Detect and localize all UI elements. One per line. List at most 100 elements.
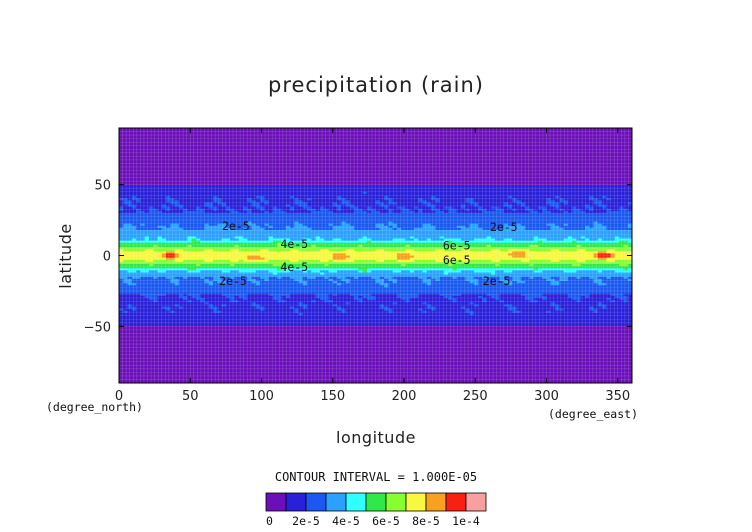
field-cell [183,204,205,208]
field-cell [136,200,141,203]
field-cell [597,198,607,201]
field-cell [456,244,488,248]
field-cell [431,283,475,286]
field-cell [401,208,411,212]
field-cell [413,259,436,263]
field-cell [285,268,359,271]
field-cell [277,276,282,280]
field-cell [623,293,632,297]
field-cell [366,240,372,244]
field-cell [157,236,163,239]
field-cell [230,249,240,252]
field-cell [191,244,235,248]
field-cell [529,244,539,248]
field-cell [251,210,265,214]
field-cell [478,278,500,282]
field-cell [307,204,334,208]
field-cell [550,210,564,214]
field-cell [119,176,632,180]
field-cell [119,157,632,161]
field-cell [170,306,180,310]
field-cell [217,206,227,210]
field-cell [456,268,535,271]
field-cell [366,268,453,271]
field-cell [576,206,586,210]
field-cell [584,206,594,210]
field-cell [148,206,154,210]
field-cell [119,368,632,371]
field-cell [255,223,265,227]
field-cell [555,308,564,312]
field-cell [127,304,133,307]
field-cell [435,200,441,203]
field-cell [555,306,560,310]
field-cell [200,270,222,273]
field-cell [418,210,423,214]
field-cell [392,200,419,203]
field-cell [119,312,299,316]
y-axis: −50 0 50 [84,179,632,335]
field-cell [242,227,248,231]
field-cell [597,251,607,254]
field-cell [503,204,513,208]
field-cell [606,306,632,310]
x-tick-label: 150 [320,389,345,404]
field-cell [490,272,496,276]
field-cell [555,278,560,282]
field-cell [187,238,193,242]
field-cell [119,240,193,244]
field-cell [136,225,158,229]
field-cell [375,225,389,229]
contour-label: 4e-5 [280,237,308,251]
field-cell [550,302,556,305]
field-cell [375,223,385,227]
field-cell [627,278,632,282]
field-cell [290,259,299,263]
field-cell [119,155,632,159]
field-cell [157,208,167,212]
y-unit-label: (degree_north) [46,400,143,414]
field-cell [204,208,214,212]
field-cell [341,306,381,310]
field-cell [435,204,462,208]
field-cell [508,283,513,286]
field-cell [264,208,274,212]
colorbar-swatch [305,492,327,512]
field-cell [580,298,607,301]
field-cell [148,270,158,273]
field-cell [443,270,462,273]
field-cell [204,249,214,252]
field-cell [623,268,629,271]
field-cell [341,221,346,225]
field-cell [315,300,325,303]
field-cell [123,223,133,227]
field-cell [119,202,124,205]
field-cell [580,208,590,212]
colorbar-label: 1e-4 [452,514,480,528]
field-cell [119,174,632,178]
field-cell [388,206,398,210]
field-cell [315,238,325,242]
field-cell [516,308,556,312]
field-cell [529,276,535,280]
field-cell [614,259,632,263]
field-cell [247,227,252,231]
field-cell [388,221,393,225]
field-cell [606,227,632,231]
y-tick-label: 0 [103,250,111,265]
field-cell [131,196,137,199]
field-cell [345,204,355,208]
field-cell [614,255,632,259]
field-cell [362,300,406,303]
field-cell [307,306,338,310]
field-cell [362,236,368,239]
field-cell [204,210,231,214]
field-cell [418,200,428,203]
field-cell [221,278,248,282]
field-cell [217,306,257,310]
field-cell [174,257,248,261]
colorbar-swatch [425,492,447,512]
field-cell [119,232,632,235]
field-cell [332,257,346,261]
field-cell [119,329,632,333]
